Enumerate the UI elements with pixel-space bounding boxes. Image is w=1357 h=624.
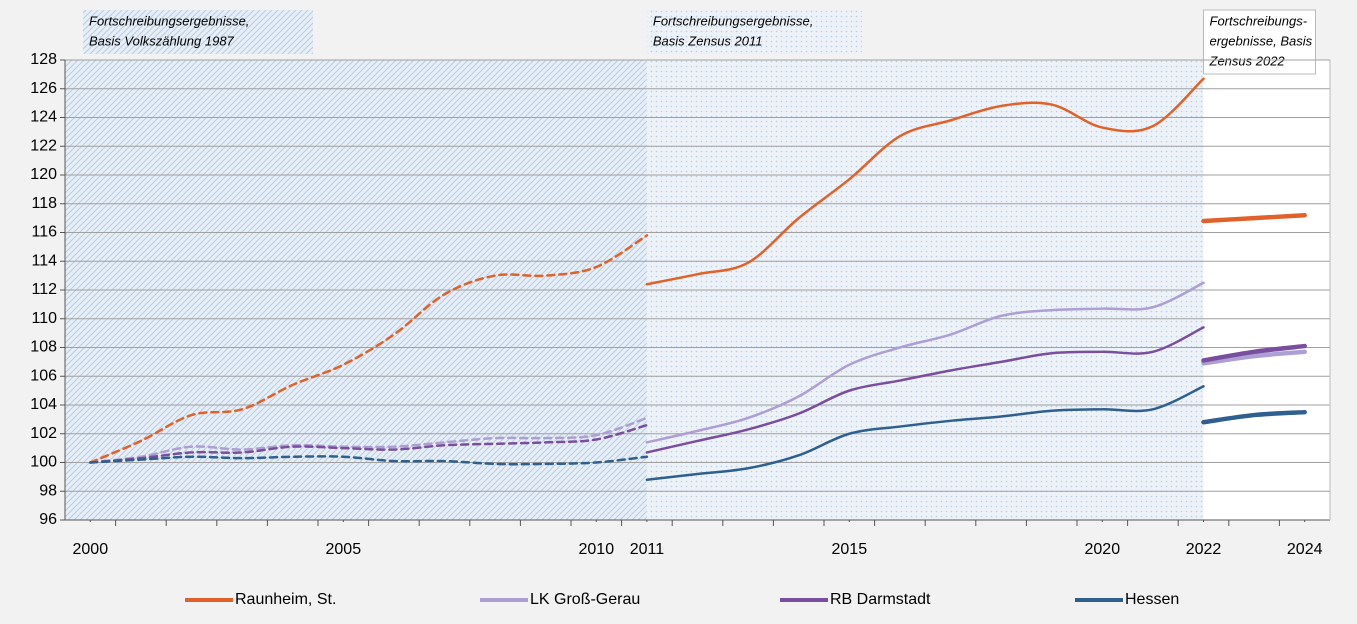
x-tick-label: 2005 [326, 541, 362, 558]
x-tick-label: 2000 [73, 541, 109, 558]
period-note: Basis Zensus 2011 [653, 33, 763, 48]
period-note: Zensus 2022 [1209, 53, 1286, 68]
y-tick-label: 126 [30, 80, 57, 97]
x-tick-label: 2015 [832, 541, 868, 558]
y-tick-label: 100 [30, 454, 57, 471]
x-tick-label: 2024 [1287, 541, 1323, 558]
y-tick-label: 108 [30, 339, 57, 356]
series-line [89, 423, 649, 464]
series-line [89, 455, 649, 466]
series-line [645, 385, 1205, 481]
series-line [1201, 213, 1307, 224]
series-line [645, 326, 1205, 454]
legend-label: Raunheim, St. [235, 591, 336, 608]
y-tick-label: 122 [30, 137, 57, 154]
period-note: Basis Volkszählung 1987 [89, 33, 235, 48]
x-tick-label: 2020 [1085, 541, 1121, 558]
period-note: Fortschreibungs- [1210, 13, 1308, 28]
series-line [89, 234, 649, 464]
series-line [645, 281, 1205, 444]
series-line [1201, 409, 1307, 425]
y-tick-label: 98 [39, 482, 57, 499]
y-tick-label: 110 [31, 310, 57, 327]
y-tick-label: 104 [30, 396, 57, 413]
x-tick-label: 2022 [1186, 541, 1222, 558]
series-line [1201, 343, 1307, 363]
legend-label: LK Groß-Gerau [530, 591, 640, 608]
y-tick-label: 96 [39, 511, 57, 528]
y-tick-label: 112 [31, 281, 57, 298]
y-tick-label: 114 [31, 252, 57, 269]
x-tick-label: 2010 [579, 541, 615, 558]
y-tick-label: 106 [30, 367, 57, 384]
legend-label: RB Darmstadt [830, 591, 931, 608]
period-note: Fortschreibungsergebnisse, [89, 13, 249, 28]
legend-label: Hessen [1125, 591, 1179, 608]
series-line [1201, 349, 1307, 366]
period-note: Fortschreibungsergebnisse, [653, 13, 813, 28]
period-note-box [646, 10, 862, 54]
y-tick-label: 124 [30, 109, 57, 126]
series-line [89, 416, 649, 464]
period-note: ergebnisse, Basis [1210, 33, 1313, 48]
series-line [645, 77, 1205, 286]
y-tick-label: 128 [30, 51, 57, 68]
y-tick-label: 118 [31, 195, 57, 212]
x-tick-label: 2011 [630, 541, 665, 558]
y-tick-label: 120 [30, 166, 57, 183]
y-tick-label: 102 [30, 425, 57, 442]
period-note-box [83, 10, 313, 54]
period-note-box [1203, 9, 1316, 75]
y-tick-label: 116 [31, 224, 57, 241]
